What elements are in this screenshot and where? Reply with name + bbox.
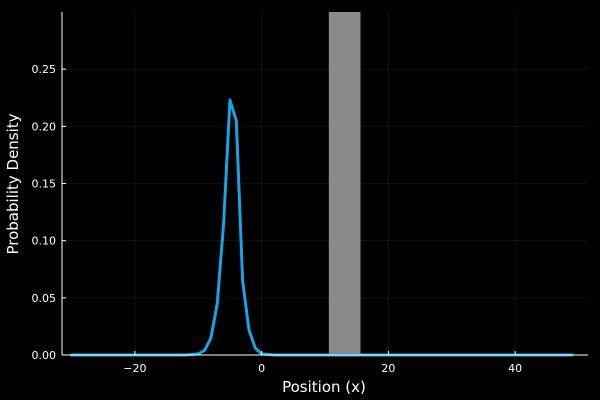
x-axis-title: Position (x): [282, 378, 366, 396]
shaded-region: [328, 12, 361, 355]
y-tick-label-2: 0.10: [32, 235, 57, 248]
x-tick-label-3: 40: [508, 362, 522, 375]
y-tick-label-0: 0.00: [32, 349, 57, 362]
axes-layer: [61, 12, 588, 356]
y-tick-label-3: 0.15: [32, 178, 57, 191]
series-layer: [70, 98, 574, 357]
y-axis-title: Probability Density: [4, 113, 22, 254]
x-tick-label-1: 0: [258, 362, 265, 375]
x-tick-label-0: −20: [123, 362, 146, 375]
y-tick-label-1: 0.05: [32, 292, 57, 305]
y-tick-label-5: 0.25: [32, 63, 57, 76]
series-line-0: [70, 98, 574, 357]
shaded-region-layer: [328, 12, 361, 355]
y-tick-label-4: 0.20: [32, 120, 57, 133]
tick-labels-layer: −20 0 20 40 0.00 0.05 0.10 0.15 0.20 0.25: [32, 63, 523, 375]
x-tick-label-2: 20: [381, 362, 395, 375]
